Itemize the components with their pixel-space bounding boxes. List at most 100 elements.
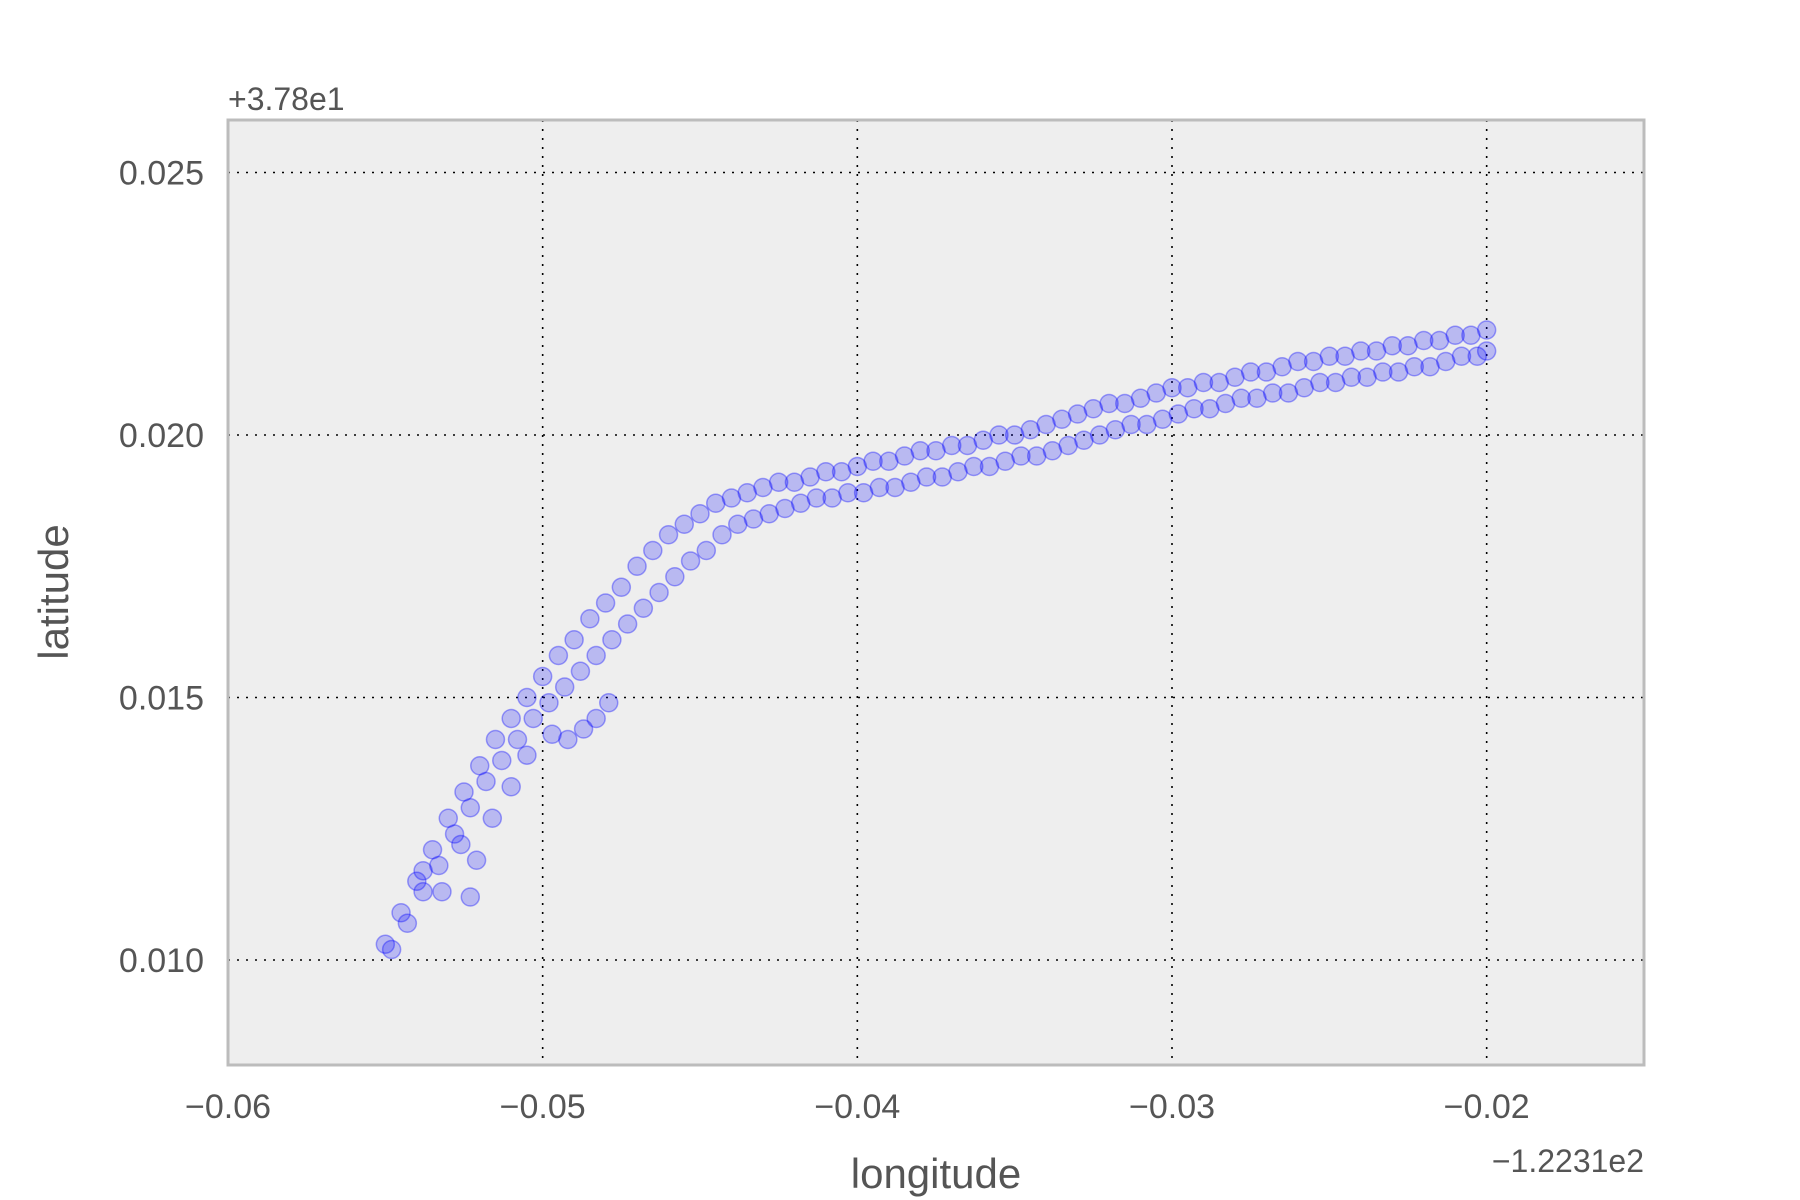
scatter-point [1335,346,1355,366]
scatter-point [492,750,512,771]
scatter-point [1231,388,1251,408]
scatter-point [558,729,578,750]
scatter-point [1121,414,1141,435]
scatter-point [1467,346,1487,366]
x-tick-label: −0.04 [814,1088,900,1126]
scatter-point [1476,341,1497,361]
scatter-point [570,661,591,681]
scatter-point [1011,446,1031,466]
scatter-point [611,577,632,597]
scatter-point [1256,362,1277,382]
scatter-point [737,483,757,503]
scatter-point [1004,425,1025,445]
scatter-point [586,645,606,666]
y-tick-label: 0.015 [119,680,204,718]
scatter-point [901,472,921,492]
scatter-point [485,729,506,750]
scatter-point [1074,430,1094,450]
scatter-point [1036,414,1056,435]
scatter-point [413,882,433,902]
scatter-point [1262,383,1283,403]
scatter-point [1105,420,1126,440]
scatter-point [721,488,742,508]
scatter-point [690,504,710,524]
scatter-point [1083,399,1104,419]
scatter-point [916,467,937,487]
y-tick-label: 0.010 [119,942,204,980]
scatter-point [501,708,521,729]
scatter-point [948,462,968,482]
scatter-point [1420,357,1440,377]
scatter-point [831,462,852,482]
scatter-series [381,341,1497,960]
x-offset-label: −1.2231e2 [1492,1143,1644,1179]
scatter-point [1278,383,1299,403]
scatter-point [989,425,1009,445]
x-tick-label: −0.02 [1444,1088,1530,1126]
scatter-point [926,441,946,461]
scatter-point [1162,378,1182,398]
scatter-point [894,446,915,466]
scatter-point [768,472,789,492]
scatter-point [432,882,452,902]
scatter-point [586,708,606,729]
x-tick-label: −0.06 [185,1088,271,1126]
scatter-point [775,498,795,519]
scatter-point [696,540,717,561]
scatter-point [863,451,883,471]
scatter-point [1429,330,1450,351]
scatter-point [1288,351,1308,372]
scatter-point [1357,367,1377,387]
scatter-point [598,693,619,713]
x-axis-label: longitude [851,1150,1021,1197]
scatter-point [407,871,427,891]
scatter-point [790,493,811,513]
scatter-point [941,435,962,456]
scatter-point [838,483,858,503]
scatter-point [910,441,931,461]
x-tick-label: −0.03 [1129,1088,1215,1126]
scatter-point [822,488,842,508]
scatter-point [1272,357,1292,377]
scatter-point [542,724,562,744]
scatter-points [375,320,1497,960]
scatter-point [548,645,569,666]
scatter-point [438,808,459,828]
scatter-point [674,514,695,534]
scatter-point [554,677,575,697]
scatter-point [627,556,647,576]
scatter-point [1404,357,1425,377]
scatter-point [539,693,559,713]
scatter-point [1184,399,1204,419]
scatter-point [460,798,481,818]
scatter-point [964,456,984,477]
scatter-point [1058,435,1078,456]
gridlines [228,120,1644,1065]
scatter-point [1351,341,1371,361]
y-tick-label: 0.020 [119,417,204,455]
scatter-point [517,745,537,765]
scatter-point [580,609,600,629]
scatter-point [460,887,481,907]
scatter-point [853,483,874,503]
scatter-point [957,435,978,456]
scatter-point [1067,404,1088,424]
scatter-point [1168,404,1189,424]
scatter-point [1115,393,1135,414]
scatter-point [1052,409,1072,429]
scatter-point [1152,409,1173,429]
scatter-point [1146,383,1167,403]
scatter-point [633,598,654,618]
scatter-point [1413,330,1434,351]
scatter-point [482,808,503,828]
scatter-point [869,477,890,498]
scatter-point [469,756,490,776]
x-tick-label: −0.05 [500,1088,586,1126]
scatter-point [532,666,553,687]
scatter-point [806,488,827,508]
scatter-point [602,630,622,650]
scatter-point [847,456,868,477]
scatter-point [1310,372,1330,393]
scatter-point [665,567,685,587]
scatter-point [1137,414,1157,435]
